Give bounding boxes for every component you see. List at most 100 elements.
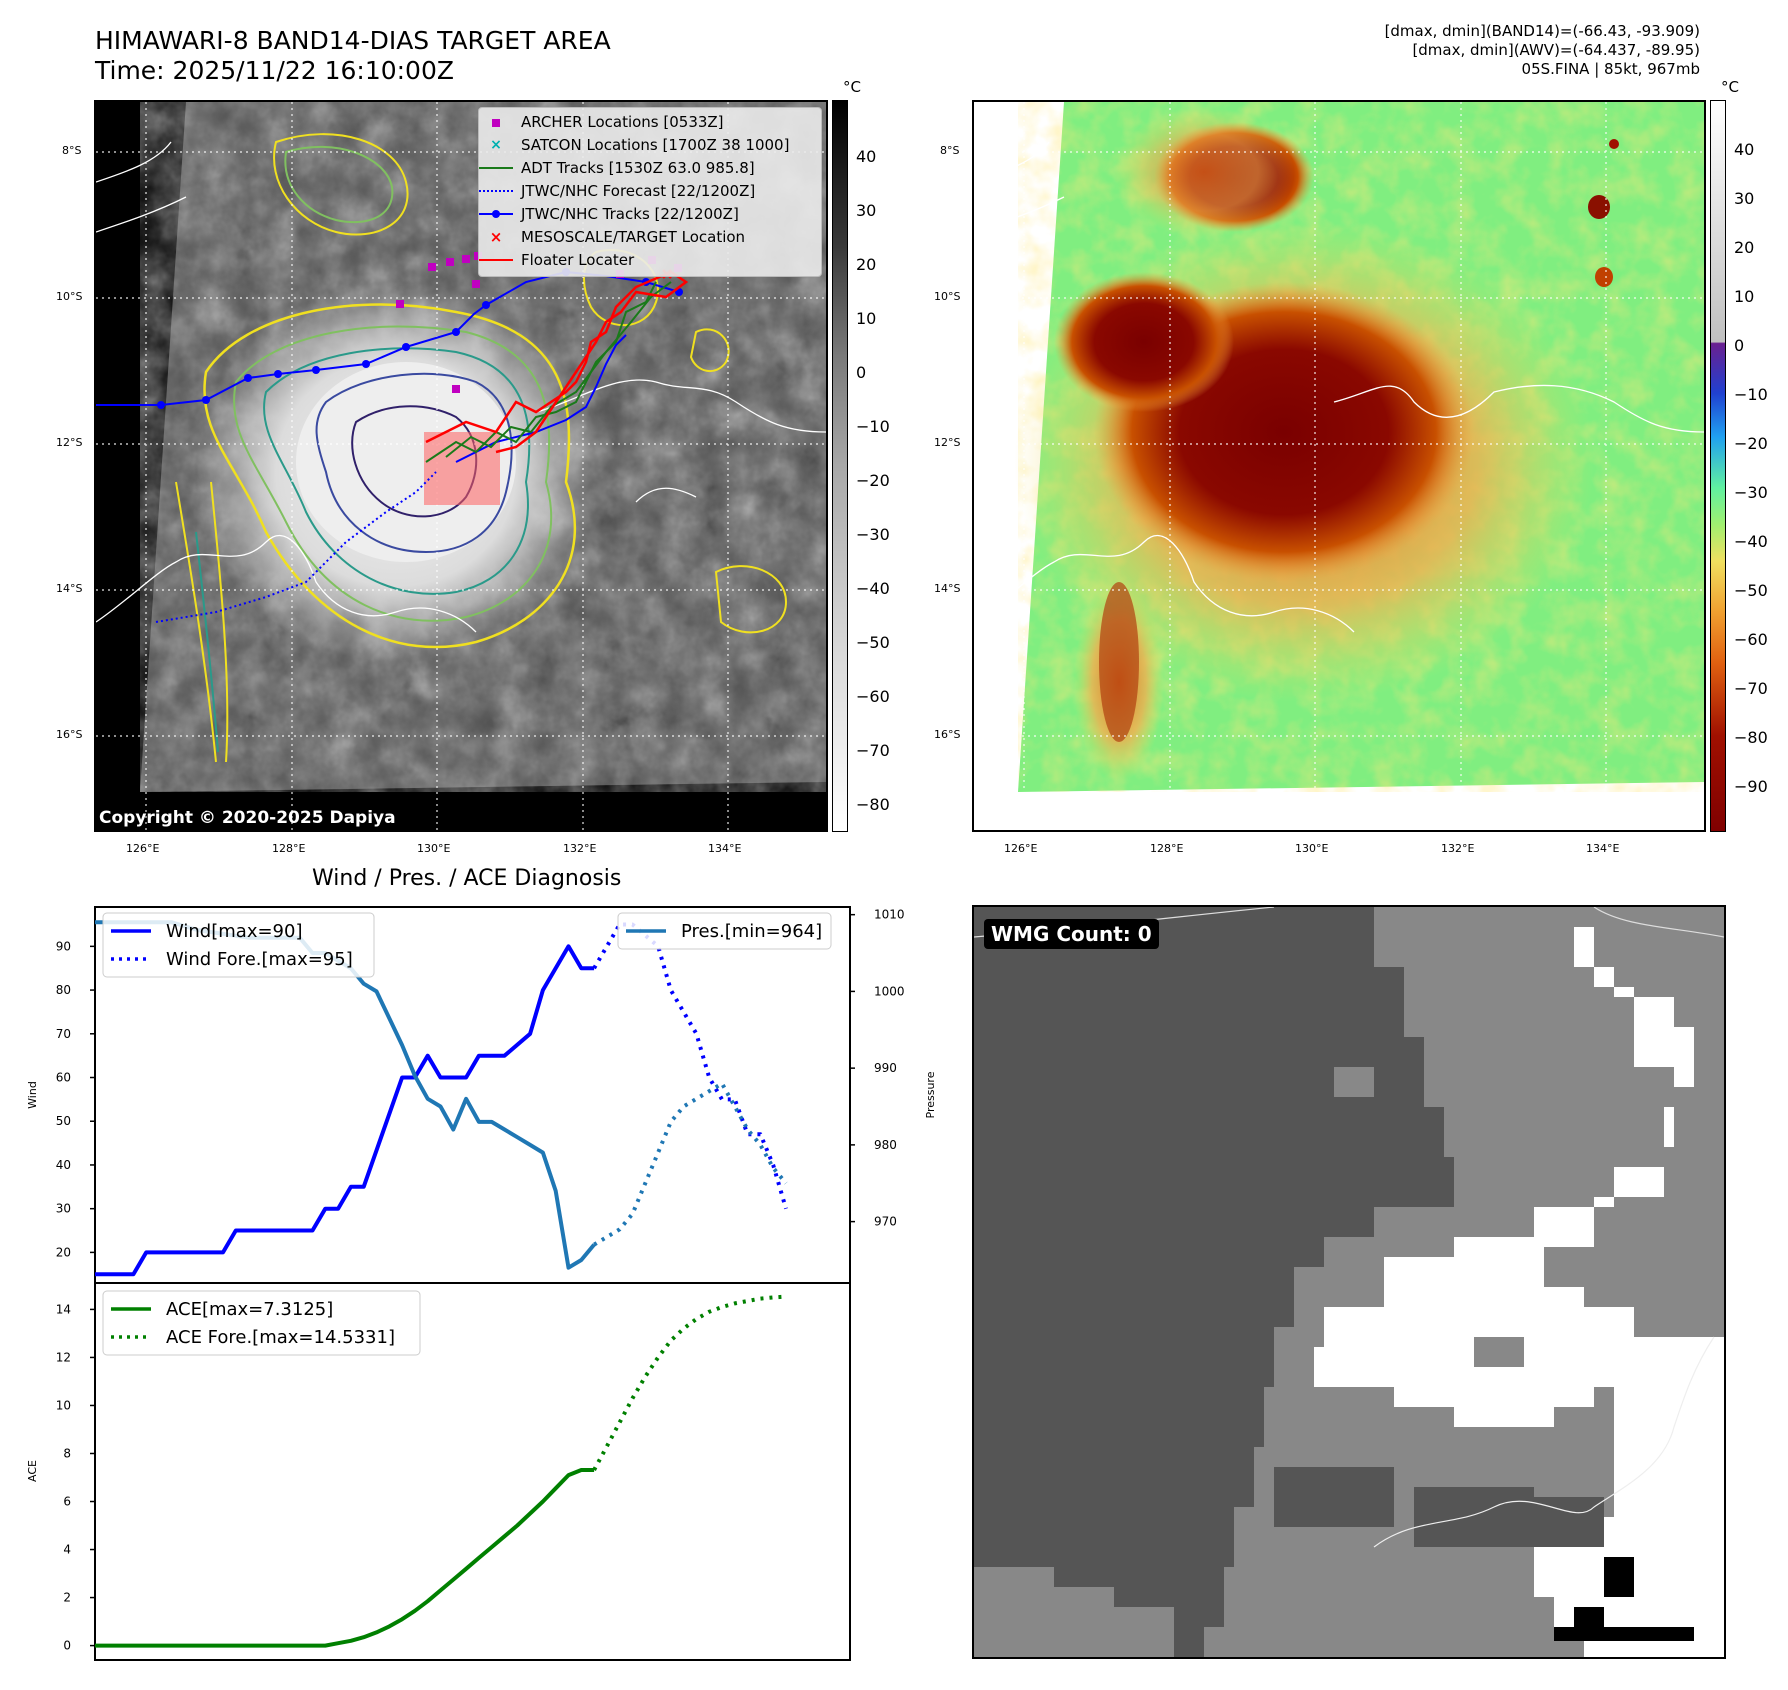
- lat-label: 14°S: [934, 582, 961, 595]
- cbar-tick: 40: [1734, 140, 1755, 159]
- cbar-tick: −30: [1734, 483, 1768, 502]
- ace-forecast-line: [592, 1294, 787, 1471]
- cbar-tick: −40: [856, 579, 890, 598]
- lon-label: 130°E: [1295, 842, 1329, 855]
- lon-label: 134°E: [1586, 842, 1620, 855]
- pressure-tick-label: 970: [874, 1215, 897, 1229]
- ace-legend: ACE[max=7.3125] ACE Fore.[max=14.5331]: [102, 1290, 421, 1356]
- wind-tick-label: 30: [56, 1202, 71, 1216]
- legend-wind-fore: Wind Fore.[max=95]: [166, 949, 353, 970]
- wind-tick-label: 50: [56, 1114, 71, 1128]
- diagnosis-chart: 20 30 40 50 60 70 80 90 970 980 990 1000 1010 0 2 4 6 8…: [26, 906, 937, 1661]
- cbar-tick: −10: [1734, 385, 1768, 404]
- cbar-tick: 30: [1734, 189, 1755, 208]
- line-dot-icon: [479, 210, 513, 218]
- cbar-tick: 20: [856, 255, 877, 274]
- cbar-tick: −90: [1734, 777, 1768, 796]
- wind-legend: Wind[max=90] Wind Fore.[max=95]: [102, 912, 375, 978]
- colorbar-left-unit: °C: [843, 78, 861, 96]
- cbar-tick: −80: [1734, 728, 1768, 747]
- map-legend: ARCHER Locations [0533Z] × SATCON Locati…: [478, 107, 822, 277]
- wind-axis-label: Wind: [26, 1081, 39, 1109]
- ace-y-ticks: 0 2 4 6 8 10 12 14: [56, 1302, 95, 1653]
- cbar-tick: 20: [1734, 238, 1755, 257]
- cbar-tick: −50: [856, 633, 890, 652]
- lon-label: 128°E: [272, 842, 306, 855]
- ace-tick-label: 12: [56, 1350, 71, 1364]
- legend-tracks: JTWC/NHC Tracks [22/1200Z]: [479, 205, 739, 223]
- colorbar-left: [832, 100, 848, 832]
- lon-label: 126°E: [1004, 842, 1038, 855]
- cbar-tick: −10: [856, 417, 890, 436]
- ace-tick-label: 0: [63, 1639, 71, 1653]
- lat-label: 10°S: [934, 290, 961, 303]
- cbar-tick: 0: [856, 363, 867, 382]
- legend-floater: Floater Locater: [479, 251, 634, 269]
- cbar-tick: 30: [856, 201, 877, 220]
- colorbar-right-unit: °C: [1721, 78, 1739, 96]
- ace-tick-label: 2: [63, 1591, 71, 1605]
- wmg-count: WMG Count: 0: [984, 919, 1159, 949]
- wind-tick-label: 70: [56, 1027, 71, 1041]
- lon-label: 132°E: [563, 842, 597, 855]
- lat-label: 14°S: [56, 582, 83, 595]
- lat-label: 10°S: [56, 290, 83, 303]
- lat-label: 16°S: [56, 728, 83, 741]
- wind-tick-label: 80: [56, 983, 71, 997]
- wind-y-ticks: 20 30 40 50 60 70 80 90: [56, 939, 95, 1259]
- pressure-forecast-line: [593, 1081, 788, 1247]
- line-icon: [479, 259, 513, 261]
- legend-ace-fore: ACE Fore.[max=14.5331]: [166, 1327, 395, 1348]
- cbar-tick: 0: [1734, 336, 1745, 355]
- legend-satcon: × SATCON Locations [1700Z 38 1000]: [479, 136, 789, 154]
- dotted-line-icon: [479, 190, 513, 192]
- pressure-legend: Pres.[min=964]: [617, 912, 832, 950]
- awv-map: [974, 102, 1704, 830]
- lon-label: 134°E: [708, 842, 742, 855]
- cbar-tick: 40: [856, 147, 877, 166]
- ace-tick-label: 6: [63, 1495, 71, 1509]
- wind-forecast-line: [592, 922, 788, 1210]
- time-stamp: Time: 2025/11/22 16:10:00Z: [95, 56, 454, 85]
- cbar-tick: 10: [856, 309, 877, 328]
- lat-label: 16°S: [934, 728, 961, 741]
- x-icon: ×: [489, 228, 503, 246]
- main-title: HIMAWARI-8 BAND14-DIAS TARGET AREA: [95, 26, 611, 55]
- pressure-tick-label: 1010: [874, 908, 905, 922]
- copyright: Copyright © 2020-2025 Dapiya: [99, 808, 396, 828]
- line-icon: [479, 167, 513, 169]
- storm-info: 05S.FINA | 85kt, 967mb: [1521, 60, 1700, 78]
- lat-label: 12°S: [56, 436, 83, 449]
- lon-label: 130°E: [417, 842, 451, 855]
- wind-tick-label: 60: [56, 1071, 71, 1085]
- cbar-tick: −20: [856, 471, 890, 490]
- wmg-map: [974, 907, 1724, 1657]
- lon-label: 132°E: [1441, 842, 1475, 855]
- square-icon: [492, 119, 500, 127]
- x-icon: ×: [490, 137, 502, 153]
- pressure-tick-label: 1000: [874, 984, 905, 998]
- wind-tick-label: 20: [56, 1245, 71, 1259]
- colorbar-right: [1710, 100, 1726, 832]
- cbar-tick: −70: [856, 741, 890, 760]
- ace-tick-label: 10: [56, 1398, 71, 1412]
- cbar-tick: 10: [1734, 287, 1755, 306]
- legend-ace: ACE[max=7.3125]: [166, 1299, 333, 1320]
- legend-adt: ADT Tracks [1530Z 63.0 985.8]: [479, 159, 755, 177]
- ace-tick-label: 8: [63, 1446, 71, 1460]
- ace-panel-frame: [94, 1282, 851, 1661]
- pressure-axis-label: Pressure: [924, 1071, 937, 1118]
- legend-wind: Wind[max=90]: [166, 921, 303, 942]
- dmax-band14: [dmax, dmin](BAND14)=(-66.43, -93.909): [1384, 22, 1700, 40]
- lat-label: 8°S: [62, 144, 82, 157]
- awv-map-panel: [972, 100, 1706, 832]
- diag-title: Wind / Pres. / ACE Diagnosis: [312, 866, 622, 891]
- cbar-tick: −30: [856, 525, 890, 544]
- cbar-tick: −80: [856, 795, 890, 814]
- pressure-y-ticks: 970 980 990 1000 1010: [850, 908, 905, 1229]
- header-info: [dmax, dmin](BAND14)=(-66.43, -93.909) […: [1100, 22, 1700, 79]
- pressure-tick-label: 980: [874, 1138, 897, 1152]
- wind-tick-label: 90: [56, 939, 71, 953]
- wmg-panel: [972, 905, 1726, 1659]
- lat-label: 8°S: [940, 144, 960, 157]
